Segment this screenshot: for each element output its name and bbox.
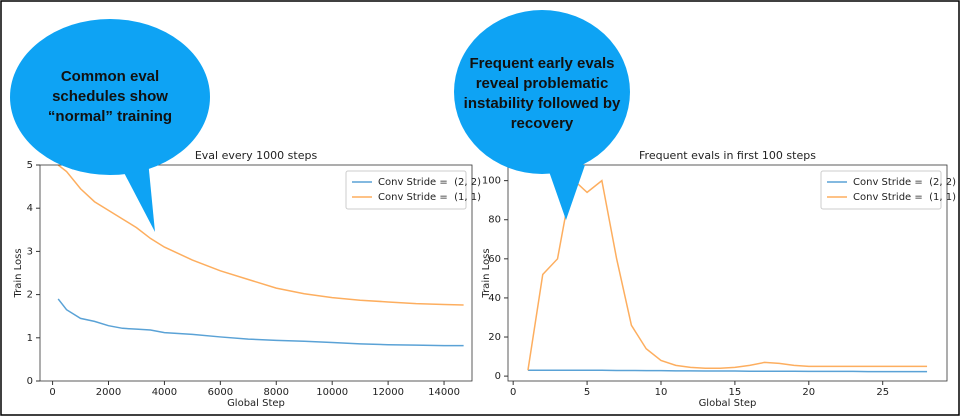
- legend-label: Conv Stride = (1, 1): [853, 192, 956, 203]
- bubble-tail: [545, 160, 585, 220]
- x-tick-label: 5: [584, 387, 590, 398]
- callout-text: “normal” training: [48, 108, 172, 125]
- bubble-tail: [120, 160, 155, 232]
- y-tick-label: 3: [27, 246, 33, 257]
- series-line: [57, 164, 464, 306]
- callout-text: schedules show: [52, 88, 168, 105]
- callout-text: reveal problematic: [476, 75, 609, 92]
- x-axis-label: Global Step: [699, 398, 757, 409]
- legend-label: Conv Stride = (2, 2): [853, 177, 956, 188]
- y-tick-label: 60: [488, 254, 501, 265]
- callout-right: Frequent early evals reveal problematic …: [454, 10, 630, 220]
- callout-left: Common eval schedules show “normal” trai…: [10, 19, 210, 232]
- x-tick-label: 10: [655, 387, 668, 398]
- axes-frame: [39, 164, 473, 382]
- x-tick-label: 8000: [264, 387, 289, 398]
- x-tick-label: 20: [802, 387, 815, 398]
- callout-text: Common eval: [61, 68, 159, 85]
- x-tick-label: 15: [729, 387, 742, 398]
- x-tick-label: 6000: [208, 387, 233, 398]
- callout-text: instability followed by: [464, 95, 621, 112]
- x-tick-label: 10000: [316, 387, 348, 398]
- chart-title: Frequent evals in first 100 steps: [639, 149, 816, 162]
- y-tick-label: 2: [27, 290, 33, 301]
- legend-label: Conv Stride = (2, 2): [378, 177, 481, 188]
- y-tick-label: 20: [488, 332, 501, 343]
- legend-label: Conv Stride = (1, 1): [378, 192, 481, 203]
- chart-title: Eval every 1000 steps: [195, 149, 318, 162]
- x-tick-label: 0: [510, 387, 516, 398]
- legend-box: [820, 170, 942, 210]
- y-tick-label: 0: [27, 376, 33, 387]
- y-tick-label: 1: [27, 333, 33, 344]
- callout-text: recovery: [511, 115, 574, 132]
- series-line: [527, 177, 928, 371]
- y-tick-label: 5: [27, 160, 33, 171]
- bubble: [454, 10, 630, 174]
- legend-box: [345, 170, 467, 210]
- x-tick-label: 12000: [372, 387, 404, 398]
- y-tick-label: 0: [495, 371, 501, 382]
- x-axis-label: Global Step: [227, 398, 285, 409]
- y-tick-label: 40: [488, 293, 501, 304]
- y-tick-label: 4: [27, 203, 33, 214]
- bubble: [10, 19, 210, 175]
- y-axis-label: Train Loss: [481, 248, 492, 298]
- x-tick-label: 4000: [152, 387, 177, 398]
- series-line: [527, 369, 928, 373]
- x-tick-label: 0: [49, 387, 55, 398]
- x-tick-label: 14000: [428, 387, 460, 398]
- y-axis-label: Train Loss: [13, 248, 24, 298]
- x-tick-label: 25: [876, 387, 889, 398]
- y-tick-label: 80: [488, 215, 501, 226]
- y-tick-label: 100: [482, 176, 501, 187]
- callout-text: Frequent early evals: [469, 55, 614, 72]
- series-line: [57, 298, 464, 347]
- x-tick-label: 2000: [96, 387, 121, 398]
- axes-frame: [507, 164, 948, 382]
